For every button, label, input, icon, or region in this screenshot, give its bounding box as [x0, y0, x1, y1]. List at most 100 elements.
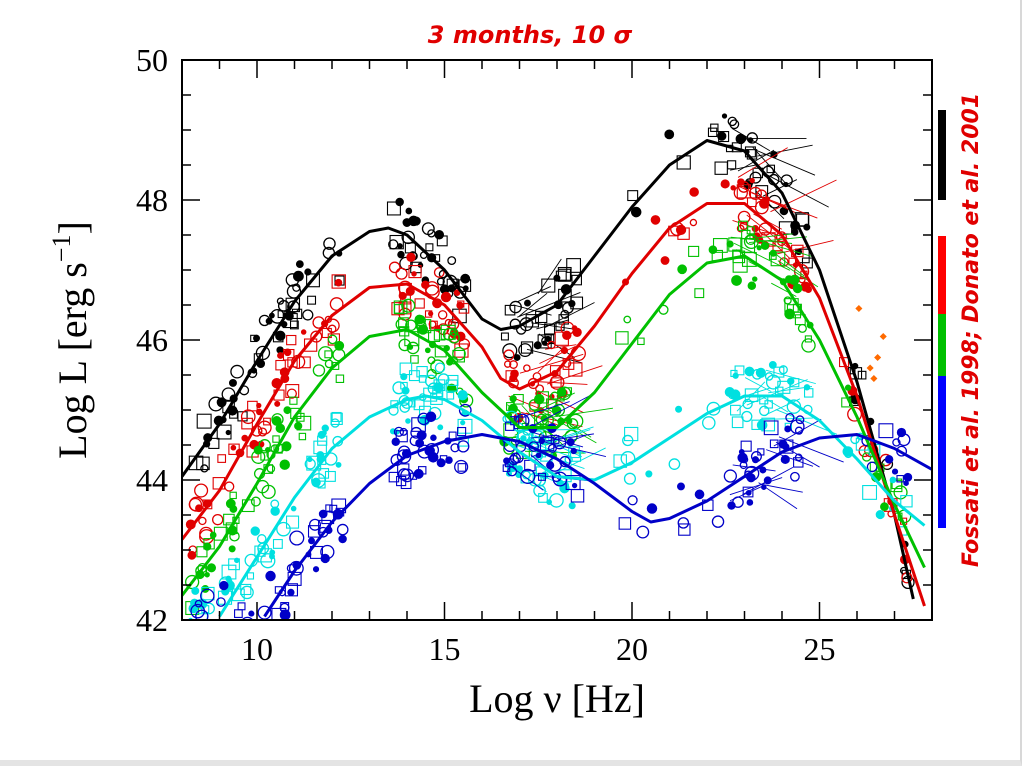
data-point [746, 132, 758, 144]
legend-citation-2: Donato et al. 2001 [959, 93, 984, 323]
data-point [187, 550, 197, 560]
data-point [298, 432, 307, 441]
data-point [675, 405, 683, 413]
data-point [393, 426, 404, 437]
data-point [247, 400, 258, 412]
data-point [783, 296, 792, 305]
data-point [408, 370, 420, 382]
data-point [428, 320, 437, 329]
data-point [785, 412, 795, 423]
orange-points [855, 304, 887, 383]
data-point [660, 256, 670, 265]
spectrum-segment [757, 233, 793, 239]
data-point [308, 537, 315, 545]
data-point [738, 449, 745, 455]
data-point [324, 470, 336, 482]
data-point [707, 127, 718, 138]
data-point [677, 264, 688, 275]
data-point [399, 427, 408, 436]
data-point [228, 443, 240, 455]
data-point [896, 475, 904, 483]
data-point [714, 161, 728, 175]
data-point [307, 456, 313, 463]
data-point [731, 416, 744, 429]
data-point [290, 407, 302, 419]
data-point [445, 456, 453, 464]
data-point [410, 472, 418, 480]
legend-bar-blue [938, 376, 946, 528]
data-point [889, 476, 897, 484]
data-point [228, 558, 240, 571]
spectrum-segment [733, 242, 791, 271]
data-point [788, 257, 797, 266]
data-point [437, 373, 450, 386]
data-point [241, 417, 253, 430]
data-point [289, 320, 299, 330]
data-point [389, 234, 404, 250]
spectrum-segment [754, 149, 816, 176]
spectrum-segment [547, 408, 592, 438]
model-curve [263, 433, 932, 618]
spectrum-segment [539, 410, 597, 444]
data-point [565, 475, 581, 491]
data-point [261, 484, 276, 499]
orange-point [855, 304, 863, 313]
y-tick-label: 44 [136, 462, 168, 498]
data-point [747, 281, 757, 291]
data-point [437, 424, 444, 431]
data-point [800, 281, 811, 292]
data-point [509, 360, 518, 369]
data-point [562, 301, 574, 314]
data-point [285, 273, 300, 287]
spectrum-segment [763, 396, 789, 413]
data-point [401, 230, 415, 245]
spectrum-segment [766, 449, 814, 467]
data-point [325, 504, 333, 512]
data-point [630, 206, 642, 218]
spectrum-segment [512, 429, 579, 431]
data-point [411, 271, 417, 277]
spectrum-segment [531, 434, 557, 439]
data-point [424, 374, 438, 388]
data-point [538, 493, 548, 503]
spectrum-segment [732, 464, 776, 472]
spectrum-segment [545, 441, 607, 457]
data-point [283, 406, 292, 415]
data-point [397, 250, 405, 259]
data-point [458, 403, 472, 417]
data-point [458, 338, 471, 350]
data-point [503, 349, 515, 361]
data-point [295, 260, 304, 269]
data-point [763, 420, 779, 436]
data-point [502, 464, 511, 472]
data-point [571, 482, 578, 489]
spectrum-segment [516, 286, 551, 303]
data-point [246, 572, 255, 580]
x-axis-label: Log ν [Hz] [469, 676, 645, 721]
data-point [433, 267, 445, 278]
data-point [884, 455, 894, 464]
data-point [734, 365, 745, 376]
data-point [778, 365, 788, 375]
data-point [737, 178, 745, 186]
data-point [289, 396, 298, 405]
data-point [896, 427, 907, 438]
data-point [229, 409, 238, 419]
data-point [890, 480, 903, 493]
spectrum-segment [536, 319, 570, 330]
data-point [317, 346, 334, 362]
data-point [751, 419, 762, 430]
data-point [432, 386, 444, 398]
data-point [756, 419, 768, 431]
data-point [513, 393, 524, 405]
data-point [265, 570, 276, 582]
data-point [433, 379, 446, 392]
data-point [250, 526, 260, 536]
data-point [568, 502, 576, 510]
model-curves [182, 139, 932, 618]
spectrum-segment [729, 477, 783, 496]
data-point [221, 387, 236, 402]
spectrum-segment [775, 441, 820, 468]
data-point [546, 398, 557, 409]
data-point [751, 456, 760, 464]
